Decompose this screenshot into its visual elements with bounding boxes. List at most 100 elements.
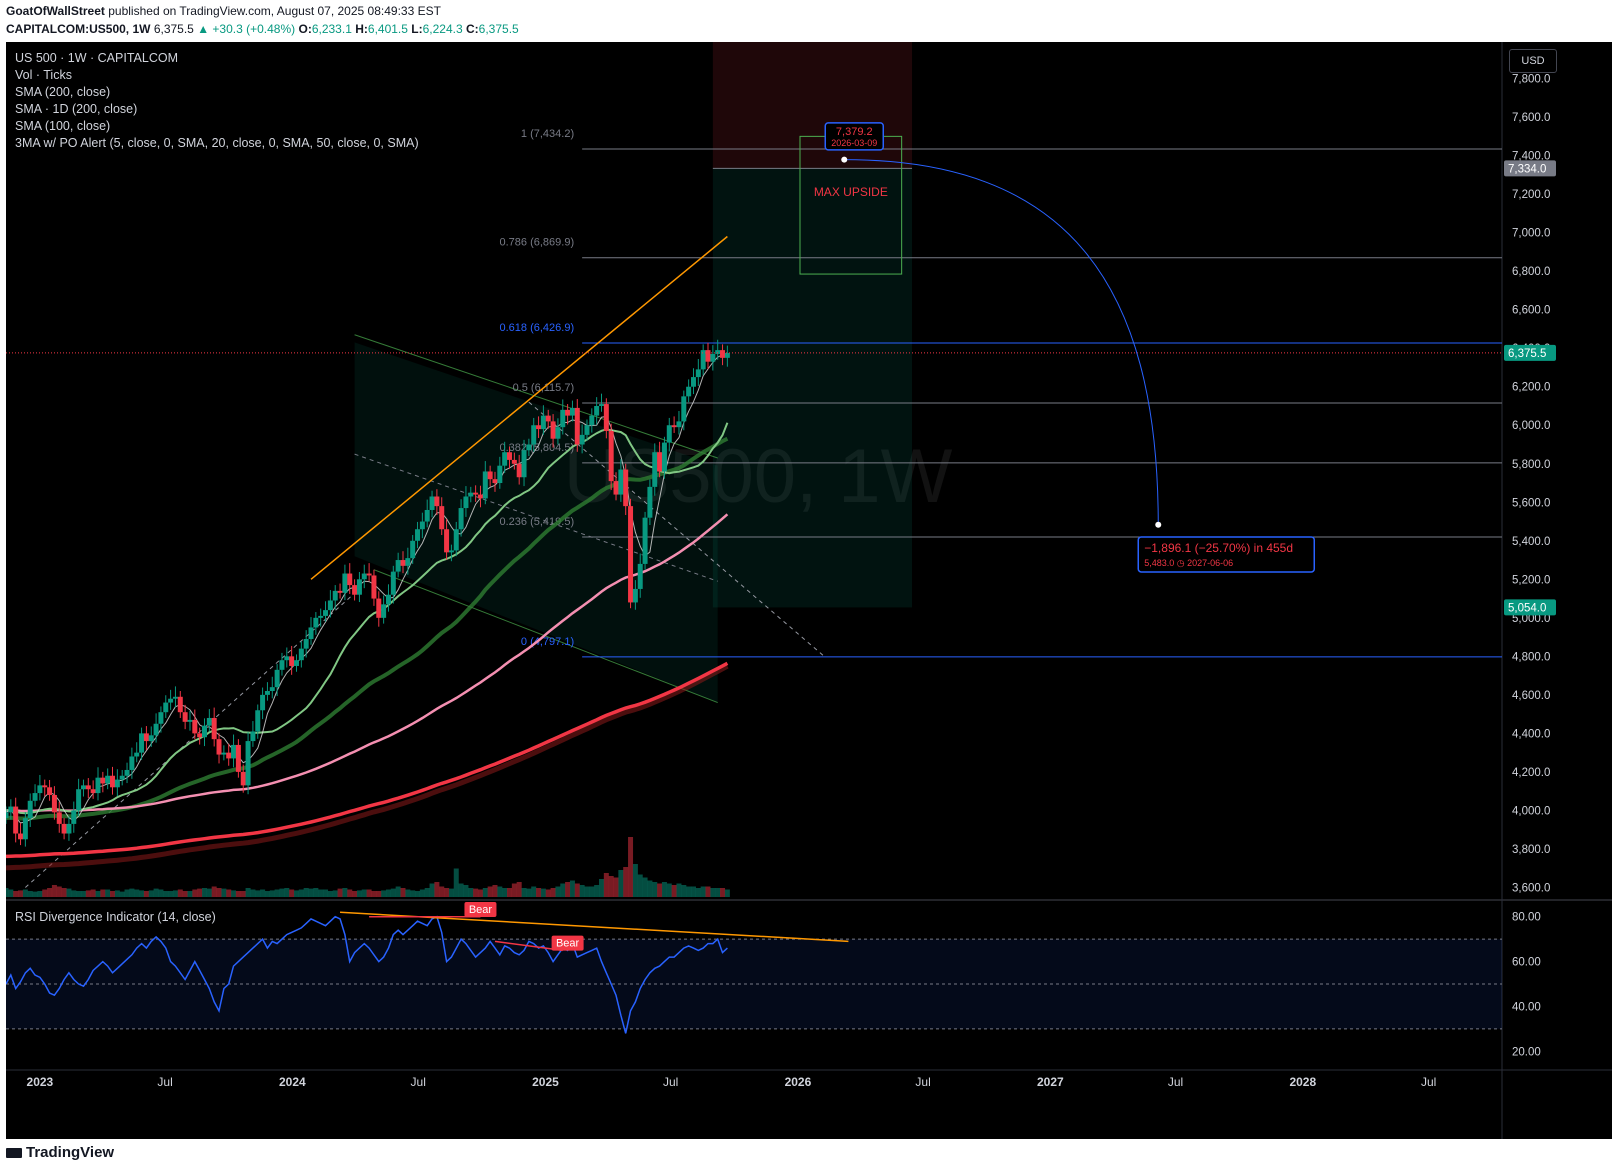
candle-body xyxy=(395,560,401,572)
volume-bar xyxy=(502,888,508,897)
legend-sma-1d-200[interactable]: SMA · 1D (200, close) xyxy=(15,102,138,116)
candle-body xyxy=(613,481,619,495)
candle-body xyxy=(51,795,57,813)
candle-body xyxy=(182,712,188,722)
volume-bar xyxy=(90,889,96,897)
volume-bar xyxy=(51,885,57,897)
candle-body xyxy=(172,696,178,699)
time-tick: 2026 xyxy=(785,1075,812,1089)
legend-volume[interactable]: Vol · Ticks xyxy=(15,68,72,82)
volume-bar xyxy=(724,889,730,897)
candle-body xyxy=(56,812,62,824)
rsi-tick: 60.00 xyxy=(1512,957,1541,969)
volume-bar xyxy=(594,885,600,897)
price-tick: 4,600.0 xyxy=(1512,690,1550,702)
candle-body xyxy=(400,560,406,566)
volume-bar xyxy=(521,888,527,897)
volume-bar xyxy=(255,890,261,897)
legend-symbol[interactable]: US 500 · 1W · CAPITALCOM xyxy=(15,51,178,65)
rsi-line xyxy=(6,915,728,1034)
volume-bar xyxy=(376,891,382,897)
candle-body xyxy=(298,648,304,661)
volume-bar xyxy=(700,886,706,897)
candle-body xyxy=(487,471,493,480)
candle-body xyxy=(681,396,687,422)
channel-fill xyxy=(354,342,718,703)
candle-body xyxy=(458,508,464,530)
candle-body xyxy=(187,719,193,722)
legend-sma-100[interactable]: SMA (100, close) xyxy=(15,119,111,133)
volume-bar xyxy=(76,891,82,897)
volume-bar xyxy=(323,889,329,897)
open-label: O: xyxy=(298,22,312,36)
candle-body xyxy=(623,469,629,507)
volume-bar xyxy=(245,888,251,897)
candle-body xyxy=(366,573,372,576)
volume-bar xyxy=(395,886,401,897)
chart-svg[interactable]: US500, 1W 1 (7,434.2) 0.786 (6,869.9) 0.618… xyxy=(6,42,1612,1139)
price-tick: 5,400.0 xyxy=(1512,536,1550,548)
volume-bar xyxy=(274,889,280,897)
volume-bar xyxy=(444,888,450,897)
candle-body xyxy=(410,540,416,559)
candle-body xyxy=(715,350,721,354)
candle-body xyxy=(289,656,295,666)
candle-body xyxy=(550,421,556,439)
volume-bar xyxy=(332,890,338,897)
rsi-band xyxy=(6,939,1502,1029)
volume-bar xyxy=(318,889,324,897)
candle-body xyxy=(32,793,38,801)
currency-button[interactable]: USD xyxy=(1509,49,1557,73)
legend-3ma[interactable]: 3MA w/ PO Alert (5, close, 0, SMA, 20, c… xyxy=(15,136,419,150)
volume-bar xyxy=(22,889,28,897)
volume-bar xyxy=(80,891,86,897)
volume-bar xyxy=(289,889,295,897)
author[interactable]: GoatOfWallStreet xyxy=(6,4,105,18)
volume-bar xyxy=(618,870,624,897)
rsi-title[interactable]: RSI Divergence Indicator (14, close) xyxy=(15,910,216,924)
candle-body xyxy=(124,769,130,776)
candle-body xyxy=(327,600,333,611)
time-tick: Jul xyxy=(915,1075,930,1089)
rsi-bear-badge xyxy=(464,901,497,917)
candle-body xyxy=(710,353,716,362)
chart-frame[interactable]: US500, 1W 1 (7,434.2) 0.786 (6,869.9) 0.618… xyxy=(6,42,1612,1139)
candle-body xyxy=(13,806,19,834)
volume-bar xyxy=(608,876,614,897)
volume-bar xyxy=(158,889,164,897)
candle-body xyxy=(240,771,246,786)
candle-body xyxy=(390,571,396,595)
candle-body xyxy=(177,696,183,713)
candle-body xyxy=(356,579,362,595)
candle-body xyxy=(584,425,590,435)
watermark: US500, 1W xyxy=(564,434,953,519)
ohlc-bar: CAPITALCOM:US500, 1W 6,375.5 ▲ +30.3 (+0… xyxy=(6,22,519,36)
sma-200-line xyxy=(6,661,729,859)
candle-body xyxy=(201,725,207,738)
candle-body xyxy=(482,471,488,499)
volume-bar xyxy=(177,889,183,897)
tradingview-wordmark: TradingView xyxy=(26,1144,115,1161)
legend-sma-200[interactable]: SMA (200, close) xyxy=(15,85,111,99)
candle-body xyxy=(618,469,624,495)
price-label: 7,334.0 xyxy=(1508,163,1546,175)
candle-body xyxy=(448,550,454,553)
volume-bar xyxy=(448,888,454,897)
volume-bar xyxy=(439,886,445,897)
candle-body xyxy=(376,598,382,618)
volume-bar xyxy=(453,868,459,897)
candle-body xyxy=(139,733,145,753)
candle-body xyxy=(545,415,551,422)
volume-bar xyxy=(429,883,435,897)
volume-bar xyxy=(477,889,483,897)
candle-body xyxy=(269,687,275,692)
candle-body xyxy=(47,787,53,796)
price-tick: 6,600.0 xyxy=(1512,305,1550,317)
fib-label: 0 (4,797.1) xyxy=(521,636,574,648)
projection-label-box xyxy=(1137,536,1316,573)
volume-bar xyxy=(628,837,634,897)
candle-body xyxy=(332,590,338,601)
max-upside-label: MAX UPSIDE xyxy=(814,185,888,199)
volume-bar xyxy=(710,888,716,897)
price-tick: 7,800.0 xyxy=(1512,74,1550,86)
